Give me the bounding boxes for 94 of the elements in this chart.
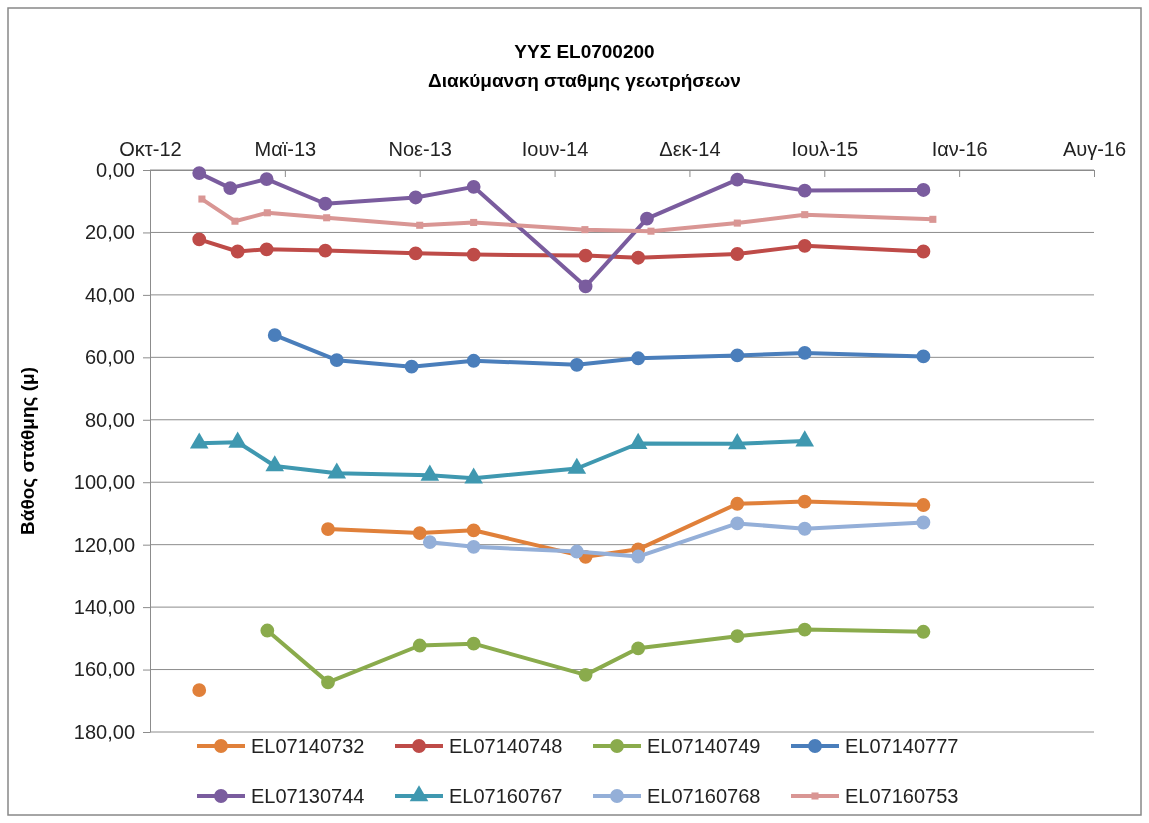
y-tick-label: 160,00 [73,658,135,681]
point [730,496,745,511]
x-tick-label: Δεκ-14 [659,138,721,160]
point [260,623,275,638]
legend-label: EL07130744 [251,785,365,807]
y-tick-label: 80,00 [84,408,135,431]
point [797,622,812,637]
point [569,357,584,372]
point [631,549,646,564]
point [797,183,812,198]
point [412,526,427,541]
legend-label: EL07140748 [449,735,563,757]
x-tick-label: Ιαν-16 [931,138,988,160]
point [192,232,207,247]
point [259,172,274,186]
point [797,521,812,536]
point [466,539,481,554]
chart-subtitle: Διακύμανση σταθμης γεωτρήσεων [428,70,741,91]
point [321,675,335,690]
point [631,641,646,656]
legend-label: EL07160767 [449,785,563,807]
point [408,190,423,205]
x-tick-label: Ιουν-14 [521,138,589,160]
point [916,624,931,639]
y-tick-label: 100,00 [73,471,135,494]
point [412,638,427,653]
point [329,353,344,368]
point [578,248,593,263]
legend-label: EL07160753 [845,785,959,807]
point [631,351,646,366]
point [797,346,812,360]
point [797,238,812,253]
point [259,242,274,257]
point [263,209,271,217]
point [198,195,206,203]
chart-title: ΥΥΣ EL0700200 [514,41,655,62]
y-tick-label: 140,00 [73,596,135,619]
x-tick-label: Μαϊ-13 [254,138,317,160]
point [647,227,655,235]
point [801,211,809,219]
x-tick-label: Αυγ-16 [1062,138,1127,160]
y-tick-label: 0,00 [96,158,135,181]
point [797,494,812,509]
point [416,221,424,229]
point [466,179,481,194]
legend-label: EL07140732 [251,735,365,757]
point [422,535,437,550]
x-tick-label: Ιουλ-15 [791,138,859,160]
point [631,250,646,265]
point [569,544,584,559]
point [730,629,745,644]
y-tick-label: 40,00 [84,283,135,306]
point [916,183,931,197]
x-tick-label: Νοε-13 [388,138,452,160]
point [466,523,481,538]
point [230,244,245,259]
point [730,172,745,187]
point [466,353,481,368]
point [730,516,745,531]
y-tick-label: 180,00 [73,720,135,743]
point [408,246,423,261]
point [192,166,207,181]
y-tick-label: 20,00 [84,221,135,244]
point [929,215,937,223]
point [466,636,481,651]
point [916,349,931,364]
legend-label: EL07140777 [845,735,959,757]
point [267,328,282,343]
point [578,279,593,294]
y-tick-label: 120,00 [73,533,135,556]
point [404,359,419,374]
point [730,247,745,261]
point [318,243,333,258]
x-tick-label: Οκτ-12 [119,138,182,160]
point [581,226,589,234]
point [321,522,335,536]
point [916,515,931,530]
point [231,217,239,225]
point [466,247,481,262]
point [640,211,654,226]
point [223,181,238,196]
y-axis-title: Βάθος στάθμης (μ) [17,366,38,536]
point [916,498,931,512]
point [323,214,331,222]
y-tick-label: 60,00 [84,346,135,369]
point [916,244,931,259]
point [318,196,333,211]
point [733,219,741,227]
point [730,348,745,363]
point [192,683,207,698]
legend-label: EL07140749 [647,735,761,757]
point [578,667,593,682]
point [470,218,478,226]
legend-label: EL07160768 [647,785,761,807]
